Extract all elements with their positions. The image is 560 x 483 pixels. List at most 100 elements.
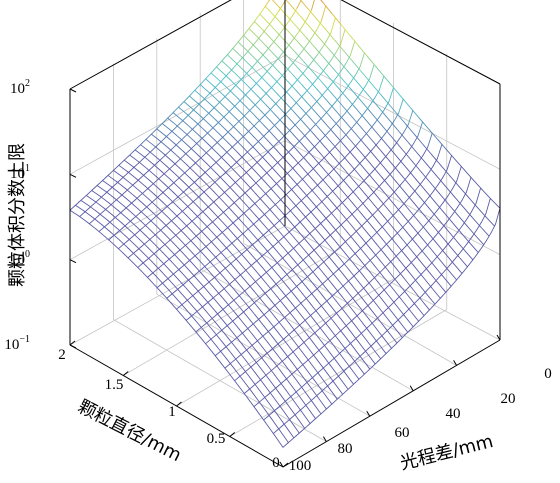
surface-mesh-segment xyxy=(80,199,91,207)
surface-mesh-segment xyxy=(389,147,399,159)
surface-mesh-segment xyxy=(406,231,417,244)
surface-mesh-segment xyxy=(369,255,376,261)
surface-mesh-segment xyxy=(200,167,211,178)
surface-mesh-segment xyxy=(360,200,370,212)
surface-mesh-segment xyxy=(425,263,432,270)
surface-mesh-segment xyxy=(445,286,451,293)
surface-mesh-segment xyxy=(241,56,251,67)
surface-mesh-segment xyxy=(116,181,127,190)
surface-mesh-segment xyxy=(303,88,310,95)
surface-mesh-segment xyxy=(334,163,340,169)
surface-mesh-segment xyxy=(411,225,422,238)
surface-mesh-segment xyxy=(236,348,247,362)
surface-mesh-segment xyxy=(351,121,358,129)
surface-mesh-segment xyxy=(392,226,402,239)
surface-mesh-segment xyxy=(290,96,301,108)
surface-mesh-segment xyxy=(142,252,153,263)
surface-mesh-segment xyxy=(190,314,201,326)
y-tick-label: 0 xyxy=(272,455,280,471)
surface-mesh-segment xyxy=(413,202,424,215)
surface-mesh-segment xyxy=(328,268,339,281)
surface-mesh-segment xyxy=(229,123,240,133)
surface-mesh-segment xyxy=(357,310,363,316)
surface-mesh-segment xyxy=(210,105,217,111)
surface-mesh-segment xyxy=(199,271,210,283)
surface-mesh-segment xyxy=(307,288,317,301)
surface-mesh-segment xyxy=(268,229,279,242)
surface-mesh-segment xyxy=(252,392,263,406)
surface-mesh-segment xyxy=(283,386,293,400)
surface-mesh-segment xyxy=(359,318,369,331)
surface-mesh-segment xyxy=(194,176,201,182)
surface-mesh-segment xyxy=(251,155,261,167)
surface-mesh-segment xyxy=(350,74,356,83)
surface-mesh-segment xyxy=(269,265,280,277)
surface-mesh-segment xyxy=(264,269,275,282)
surface-mesh-segment xyxy=(173,242,183,254)
surface-mesh-segment xyxy=(425,292,436,305)
surface-mesh-segment xyxy=(390,248,400,261)
surface-mesh-segment xyxy=(415,179,426,191)
surface-mesh-segment xyxy=(210,125,220,135)
surface-mesh-segment xyxy=(273,280,283,293)
surface-mesh-segment xyxy=(152,179,159,185)
surface-mesh-segment xyxy=(324,310,335,323)
surface-mesh-segment xyxy=(256,95,267,106)
surface-mesh-segment xyxy=(403,150,414,163)
surface-mesh-segment xyxy=(208,335,218,348)
surface-mesh-segment xyxy=(413,135,419,145)
surface-mesh-segment xyxy=(176,175,182,181)
surface-mesh-segment xyxy=(378,319,389,333)
surface-mesh-segment xyxy=(159,189,170,199)
surface-mesh-segment xyxy=(257,185,268,196)
surface-mesh-segment xyxy=(300,257,306,263)
surface-mesh-segment xyxy=(201,252,212,264)
surface-mesh-segment xyxy=(453,231,459,238)
surface-mesh-segment xyxy=(253,80,264,91)
surface-mesh-segment xyxy=(220,362,231,375)
surface-mesh-segment xyxy=(151,261,162,272)
surface-mesh-segment xyxy=(225,214,236,226)
surface-mesh-segment xyxy=(427,270,438,283)
surface-mesh-segment xyxy=(462,242,469,250)
surface-mesh-segment xyxy=(485,197,491,215)
surface-mesh-segment xyxy=(287,81,298,92)
surface-mesh-segment xyxy=(180,219,191,230)
surface-mesh-segment xyxy=(233,83,244,93)
surface-mesh-segment xyxy=(232,190,243,201)
surface-mesh-segment xyxy=(263,415,269,421)
surface-mesh-segment xyxy=(284,354,290,360)
surface-mesh-segment xyxy=(291,398,302,412)
surface-mesh-segment xyxy=(331,343,342,356)
surface-mesh-segment xyxy=(243,180,254,192)
surface-mesh-segment xyxy=(327,381,333,387)
surface-mesh-segment xyxy=(222,94,233,105)
surface-mesh-segment xyxy=(400,334,406,340)
surface-mesh-segment xyxy=(280,311,290,325)
surface-mesh-segment xyxy=(274,56,281,63)
surface-mesh-segment xyxy=(364,313,375,326)
surface-mesh-segment xyxy=(242,92,253,102)
surface-mesh-segment xyxy=(367,322,373,328)
surface-mesh-segment xyxy=(322,237,329,243)
surface-mesh-segment xyxy=(101,191,108,197)
surface-mesh-segment xyxy=(110,231,121,241)
surface-mesh-segment xyxy=(426,230,436,243)
surface-mesh-segment xyxy=(305,100,316,112)
surface-mesh-segment xyxy=(262,111,269,118)
surface-mesh-segment xyxy=(286,128,292,134)
surface-mesh-segment xyxy=(282,25,293,36)
surface-mesh-segment xyxy=(231,161,238,167)
surface-mesh-segment xyxy=(309,267,319,280)
surface-mesh-segment xyxy=(267,246,273,252)
surface-mesh-segment xyxy=(277,184,288,196)
surface-mesh-segment xyxy=(175,174,186,184)
surface-mesh-segment xyxy=(174,250,180,256)
surface-mesh-segment xyxy=(386,232,397,245)
surface-mesh-segment xyxy=(281,421,288,427)
surface-mesh-segment xyxy=(417,219,427,232)
grid-line xyxy=(69,140,286,261)
surface-mesh-segment xyxy=(208,316,215,322)
surface-mesh-segment xyxy=(303,272,314,285)
surface-mesh-segment xyxy=(235,62,246,73)
